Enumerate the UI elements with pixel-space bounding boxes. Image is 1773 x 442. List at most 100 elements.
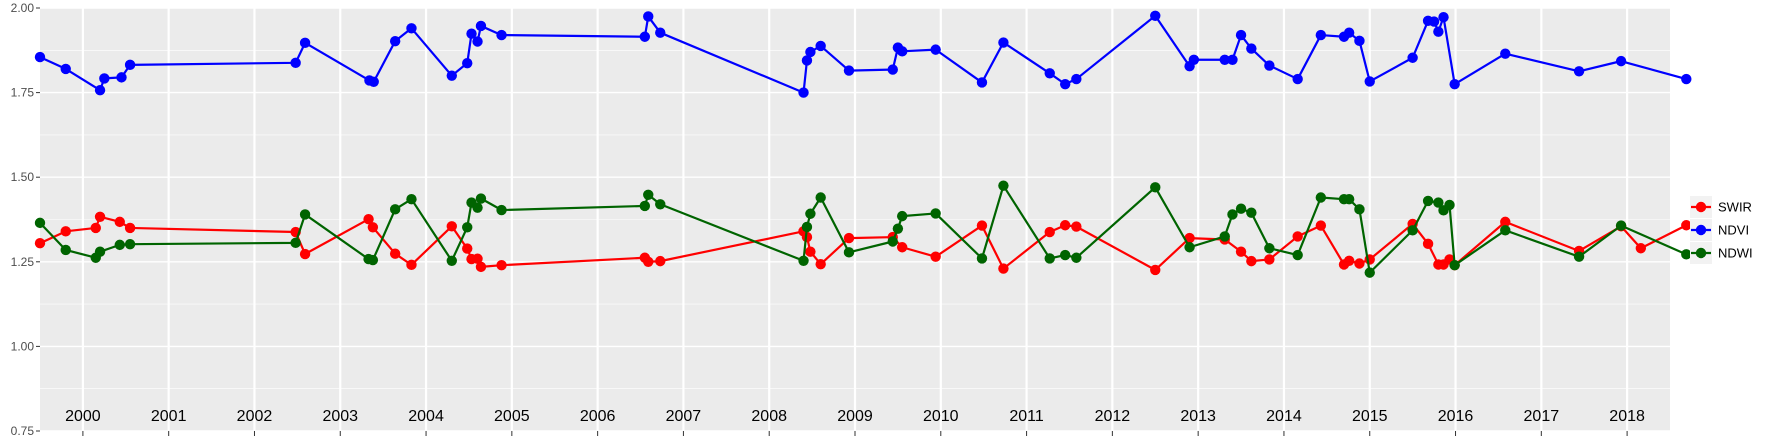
data-point-ndvi [1364, 76, 1375, 87]
data-point-ndvi [843, 65, 855, 76]
data-point-ndwi [406, 194, 417, 205]
year-label: 2012 [1095, 408, 1131, 425]
data-point-swir [124, 222, 136, 234]
year-label: 2009 [837, 408, 873, 425]
data-point-ndvi [1059, 78, 1071, 90]
data-point-swir [90, 222, 101, 234]
data-point-ndwi [815, 192, 826, 203]
data-point-swir [446, 221, 457, 232]
data-point-swir [805, 246, 816, 257]
data-point-ndvi [1354, 35, 1365, 47]
year-label: 2004 [408, 408, 444, 425]
data-point-ndwi [1422, 195, 1434, 207]
y-tick-label: 0.75 [11, 424, 35, 438]
data-point-ndvi [1235, 29, 1247, 41]
data-point-ndvi [1449, 78, 1460, 90]
data-point-ndvi [389, 35, 401, 47]
data-point-ndwi [892, 223, 904, 234]
data-point-ndwi [124, 239, 136, 250]
data-point-ndwi [446, 255, 457, 266]
data-point-ndwi [1615, 220, 1627, 231]
data-point-ndwi [1227, 209, 1238, 220]
data-point-ndvi [1227, 54, 1238, 65]
series-line-ndwi [39, 184, 1687, 274]
data-point-swir [1071, 221, 1082, 232]
data-point-ndvi [1438, 11, 1449, 23]
y-tick-label: 1.25 [11, 255, 35, 269]
data-point-ndvi [1428, 16, 1440, 27]
data-point-swir [1235, 246, 1247, 257]
data-point-swir [1150, 264, 1161, 276]
data-point-swir [843, 232, 855, 244]
data-point-ndwi [1444, 199, 1455, 211]
axes: 0.75 1.00 1.25 1.50 1.75 2.00 2000 2001 2002 2003… [11, 1, 1645, 438]
y-tick-label: 1.75 [11, 86, 35, 100]
legend-key-swir [1695, 201, 1707, 213]
data-point-swir [363, 213, 374, 225]
data-point-ndvi [1044, 68, 1055, 79]
data-point-swir [930, 251, 941, 262]
data-point-ndwi [798, 255, 809, 266]
data-point-ndvi [406, 23, 417, 34]
year-label: 2008 [751, 408, 787, 425]
data-point-ndwi [367, 254, 379, 266]
data-point-ndvi [475, 20, 487, 32]
data-point-ndwi [1184, 242, 1195, 253]
data-point-ndwi [475, 193, 487, 204]
legend-label-swir: SWIR [1718, 200, 1752, 215]
data-point-ndwi [1354, 204, 1365, 215]
data-point-swir [655, 255, 666, 267]
data-point-ndvi [887, 64, 898, 75]
data-point-swir [472, 253, 483, 264]
data-point-ndvi [798, 87, 809, 98]
data-point-ndwi [496, 204, 507, 216]
year-label: 2011 [1009, 408, 1044, 425]
data-point-ndvi [472, 36, 483, 47]
data-point-ndwi [290, 237, 301, 249]
year-label: 2010 [923, 408, 959, 425]
data-point-ndwi [930, 208, 941, 219]
data-point-ndvi [462, 57, 473, 69]
data-point-ndwi [801, 221, 813, 233]
data-point-swir [299, 248, 311, 260]
data-point-ndvi [1573, 66, 1585, 77]
data-point-ndvi [930, 44, 941, 55]
year-label: 2002 [237, 408, 273, 425]
data-point-ndvi [805, 46, 816, 58]
data-point-swir [643, 256, 654, 267]
year-label: 2018 [1609, 408, 1645, 425]
data-point-ndwi [639, 200, 651, 212]
data-point-ndwi [1071, 252, 1082, 263]
data-point-ndwi [655, 199, 666, 210]
data-point-swir [475, 261, 487, 273]
data-point-ndwi [1264, 243, 1275, 254]
data-point-ndvi [1500, 48, 1511, 59]
data-point-ndwi [1292, 249, 1303, 261]
data-point-ndvi [1219, 54, 1230, 65]
data-point-swir [1246, 255, 1257, 267]
data-point-ndvi [801, 55, 813, 66]
data-point-ndvi [34, 51, 46, 63]
data-point-swir [1500, 216, 1511, 228]
year-label: 2003 [322, 408, 358, 425]
data-point-ndwi [896, 210, 908, 222]
data-point-ndwi [60, 244, 71, 256]
year-label: 2017 [1524, 408, 1560, 425]
data-point-ndwi [1059, 249, 1071, 261]
data-point-swir [496, 259, 507, 271]
data-point-ndvi [896, 46, 908, 57]
data-point-ndvi [639, 31, 651, 42]
data-point-swir [1315, 220, 1327, 231]
data-point-ndvi [1315, 29, 1327, 41]
data-point-ndvi [446, 70, 457, 81]
data-point-swir [815, 258, 826, 270]
series-layer [34, 10, 1692, 278]
data-point-ndvi [466, 28, 477, 39]
data-point-ndvi [1433, 26, 1444, 37]
data-point-ndwi [1044, 253, 1055, 264]
data-point-ndvi [1292, 73, 1303, 85]
data-point-ndwi [114, 239, 125, 251]
data-point-ndvi [116, 72, 127, 83]
data-point-ndwi [1449, 259, 1460, 271]
